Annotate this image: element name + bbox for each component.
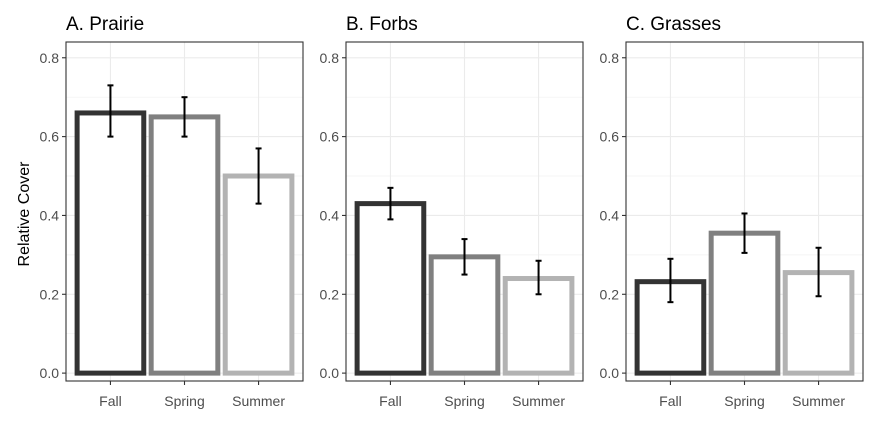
y-tick-label: 0.2 — [40, 286, 60, 302]
x-tick-label: Spring — [444, 393, 484, 409]
y-tick-label: 0.2 — [320, 286, 340, 302]
bar-spring — [708, 230, 781, 376]
y-tick-label: 0.2 — [600, 286, 620, 302]
y-tick-label: 0.4 — [320, 207, 340, 223]
x-tick-label: Fall — [99, 393, 122, 409]
y-tick-label: 0.6 — [600, 129, 620, 145]
x-tick-label: Spring — [724, 393, 764, 409]
y-tick-label: 0.6 — [40, 129, 60, 145]
panel-title: C. Grasses — [626, 14, 721, 35]
x-tick-label: Spring — [164, 393, 204, 409]
error-bar-spring — [461, 238, 468, 276]
error-bar-summer — [255, 147, 262, 205]
error-bar-fall — [667, 257, 674, 304]
y-tick-label: 0.8 — [600, 50, 620, 66]
panel-title: B. Forbs — [346, 14, 418, 35]
x-tick-label: Summer — [792, 393, 845, 409]
bar-spring — [148, 114, 221, 376]
y-tick-label: 0.6 — [320, 129, 340, 145]
y-tick-label: 0.4 — [40, 207, 60, 223]
panel-1: 0.0 0.2 0.4 0.6 0.8 Fall Spring Summer B. Forbs — [320, 14, 584, 409]
panel-2: 0.0 0.2 0.4 0.6 0.8 Fall Spring Summer C. Grasse… — [600, 14, 864, 409]
error-bar-fall — [387, 186, 394, 221]
bar-fall — [354, 201, 427, 376]
x-tick-label: Fall — [379, 393, 402, 409]
panel-title: A. Prairie — [66, 14, 144, 35]
x-tick-label: Summer — [232, 393, 285, 409]
y-tick-label: 0.8 — [40, 50, 60, 66]
y-tick-label: 0.0 — [320, 365, 340, 381]
x-tick-label: Summer — [512, 393, 565, 409]
y-axis-title: Relative Cover — [16, 161, 33, 267]
y-tick-label: 0.0 — [40, 365, 60, 381]
error-bar-fall — [107, 84, 114, 138]
y-tick-label: 0.8 — [320, 50, 340, 66]
y-tick-label: 0.0 — [600, 365, 620, 381]
y-tick-label: 0.4 — [600, 207, 620, 223]
error-bar-spring — [181, 96, 188, 138]
panel-0: 0.0 0.2 0.4 0.6 0.8 Fall Spring Summer A. Prairi… — [40, 14, 304, 409]
error-bar-spring — [741, 212, 748, 254]
x-tick-label: Fall — [659, 393, 682, 409]
error-bar-summer — [535, 259, 542, 296]
bar-summer — [222, 173, 295, 376]
error-bar-summer — [815, 246, 822, 298]
bar-fall — [74, 110, 147, 376]
